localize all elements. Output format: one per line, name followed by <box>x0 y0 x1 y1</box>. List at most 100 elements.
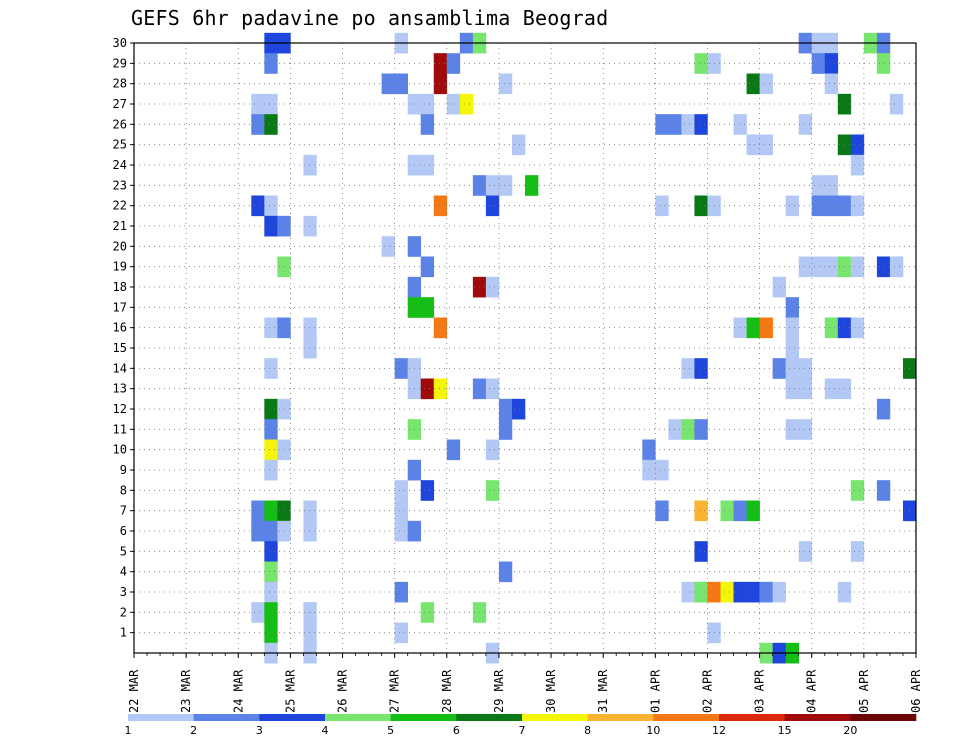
heatmap-cell-133 <box>798 419 813 440</box>
heatmap-cell-160 <box>264 520 278 542</box>
heatmap-cell-54 <box>525 175 539 196</box>
heatmap-cell-68 <box>850 195 865 217</box>
x-tick-label: 27 MAR <box>388 669 402 713</box>
heatmap-cell-166 <box>694 541 708 562</box>
heatmap-cell-66 <box>824 195 839 217</box>
heatmap-cells <box>251 32 917 664</box>
heatmap-cell-13 <box>694 53 708 74</box>
x-tick-label: 26 MAR <box>336 669 350 713</box>
heatmap-cell-185 <box>420 602 435 623</box>
heatmap-cell-102 <box>785 337 799 359</box>
heatmap-cell-107 <box>694 358 708 379</box>
heatmap-cell-183 <box>264 602 278 623</box>
y-tick-label: 26 <box>113 117 127 131</box>
heatmap-cell-38 <box>681 114 695 135</box>
heatmap-cell-162 <box>303 520 317 542</box>
legend-swatch <box>653 714 720 721</box>
heatmap-cell-42 <box>511 134 526 156</box>
heatmap-cell-188 <box>303 622 317 644</box>
y-tick-label: 9 <box>120 463 127 477</box>
heatmap-cell-121 <box>264 398 278 420</box>
heatmap-cell-170 <box>498 561 513 583</box>
heatmap-cell-30 <box>459 93 474 115</box>
heatmap-cell-173 <box>681 581 695 603</box>
heatmap-cell-85 <box>485 276 500 298</box>
heatmap-cell-131 <box>694 419 708 440</box>
heatmap-cell-101 <box>303 337 317 359</box>
legend-swatch <box>259 714 326 721</box>
y-tick-label: 14 <box>113 361 127 375</box>
heatmap-cell-72 <box>381 236 395 257</box>
heatmap-cell-36 <box>655 114 669 135</box>
heatmap-cell-100 <box>850 317 865 339</box>
heatmap-cell-123 <box>498 398 513 420</box>
x-tick-label: 02 APR <box>700 669 714 713</box>
x-tick-label: 31 MAR <box>596 669 610 713</box>
legend-label: 8 <box>584 724 591 737</box>
y-tick-label: 4 <box>120 565 127 579</box>
heatmap-cell-65 <box>811 195 826 217</box>
heatmap-cell-106 <box>681 358 695 379</box>
legend-label: 1 <box>125 724 132 737</box>
y-tick-label: 7 <box>120 504 127 518</box>
heatmap-cell-52 <box>485 175 500 196</box>
heatmap-cell-126 <box>264 419 278 440</box>
heatmap-cell-24 <box>824 73 839 95</box>
heatmap-cell-155 <box>720 500 734 522</box>
heatmap-cell-80 <box>850 256 865 278</box>
x-tick-label: 05 APR <box>857 669 871 713</box>
heatmap-cell-145 <box>485 480 500 501</box>
heatmap-cell-57 <box>251 195 265 217</box>
y-tick-label: 5 <box>120 544 127 558</box>
heatmap-cell-82 <box>889 256 904 278</box>
heatmap-cell-151 <box>303 500 317 522</box>
color-legend: 1 2 3 4 5 6 7 8 10 12 15 20 <box>125 714 917 737</box>
heatmap-cell-56 <box>824 175 839 196</box>
heatmap-cell-90 <box>264 317 278 339</box>
heatmap-cell-77 <box>811 256 826 278</box>
heatmap-cell-58 <box>264 195 278 217</box>
heatmap-cell-187 <box>264 622 278 644</box>
heatmap-cell-53 <box>498 175 513 196</box>
heatmap-cell-177 <box>733 581 747 603</box>
heatmap-cell-26 <box>264 93 278 115</box>
heatmap-cell-44 <box>759 134 773 156</box>
heatmap-cell-130 <box>681 419 695 440</box>
heatmap-cell-176 <box>720 581 734 603</box>
heatmap-cell-189 <box>394 622 408 644</box>
heatmap-cell-34 <box>264 114 278 135</box>
heatmap-cell-75 <box>420 256 435 278</box>
heatmap-cell-32 <box>889 93 904 115</box>
heatmap-cell-136 <box>446 439 461 461</box>
heatmap-cell-33 <box>251 114 265 135</box>
heatmap-cell-29 <box>446 93 461 115</box>
x-tick-label: 03 APR <box>753 669 767 713</box>
heatmap-cell-113 <box>420 378 435 400</box>
heatmap-cell-179 <box>759 581 773 603</box>
heatmap-cell-81 <box>876 256 891 278</box>
y-tick-label: 11 <box>113 422 127 436</box>
heatmap-cell-172 <box>394 581 408 603</box>
y-tick-label: 25 <box>113 138 127 152</box>
heatmap-cell-152 <box>394 500 408 522</box>
y-tick-label: 17 <box>113 300 127 314</box>
heatmap-cell-171 <box>264 581 278 603</box>
heatmap-cell-167 <box>798 541 813 562</box>
heatmap-cell-46 <box>850 134 865 156</box>
y-tick-label: 6 <box>120 524 127 538</box>
legend-swatch <box>325 714 391 721</box>
heatmap-cell-35 <box>420 114 435 135</box>
legend-label: 2 <box>190 724 197 737</box>
heatmap-cell-60 <box>485 195 500 217</box>
heatmap-cell-18 <box>381 73 395 95</box>
heatmap-cell-148 <box>251 500 265 522</box>
y-tick-label: 18 <box>113 280 127 294</box>
heatmap-cell-10 <box>264 53 278 74</box>
legend-swatch <box>128 714 194 721</box>
y-tick-label: 24 <box>113 158 127 172</box>
heatmap-cell-47 <box>303 154 317 176</box>
x-tick-label: 25 MAR <box>283 669 297 713</box>
heatmap-cell-141 <box>642 459 656 481</box>
heatmap-cell-154 <box>694 500 708 522</box>
